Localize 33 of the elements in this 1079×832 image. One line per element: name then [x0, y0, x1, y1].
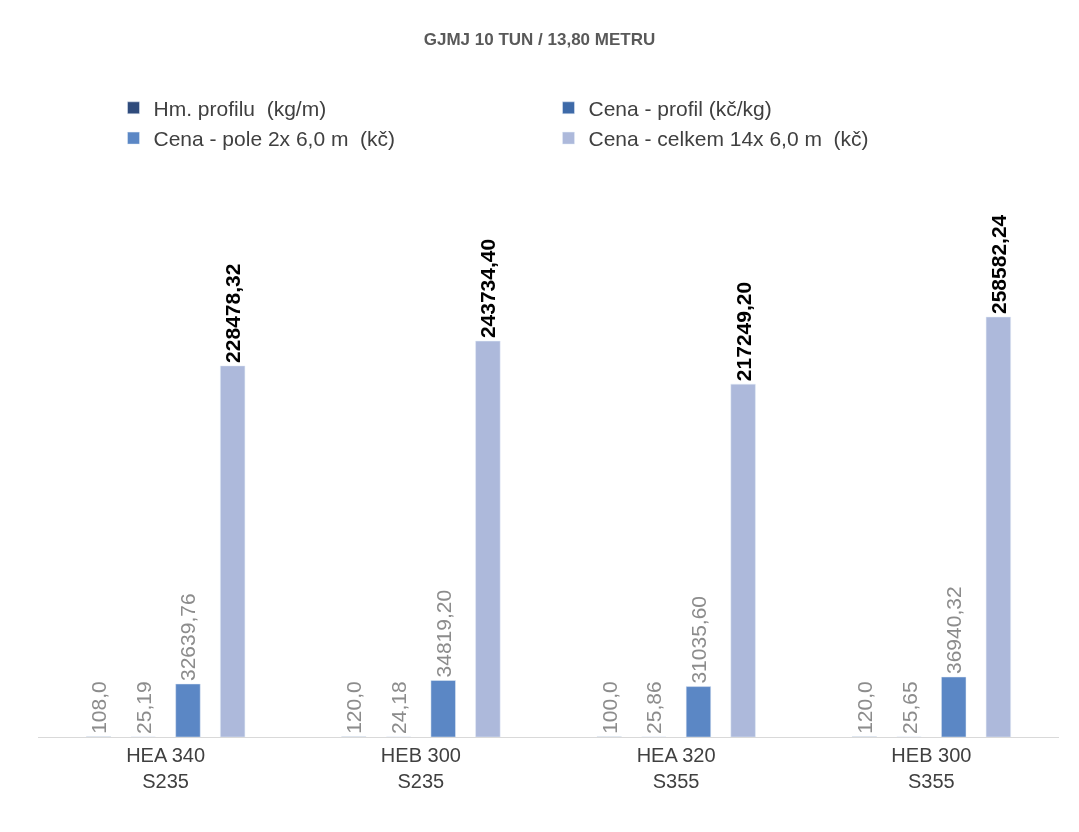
- data-label: 36940,32: [942, 586, 966, 674]
- bar: [730, 383, 756, 737]
- legend-label: Hm. profilu (kg/m): [153, 97, 327, 120]
- bar: [430, 680, 456, 737]
- bar: [220, 365, 246, 737]
- data-label: 100,0: [597, 681, 621, 734]
- bar: [941, 676, 967, 737]
- x-tick-label: HEA 320 S355: [636, 744, 716, 792]
- data-label: 108,0: [87, 681, 111, 734]
- data-label: 25,19: [131, 681, 155, 734]
- data-label: 25,65: [897, 681, 921, 734]
- data-label: 228478,32: [221, 263, 245, 363]
- chart-title: GJMJ 10 TUN / 13,80 METRU: [423, 30, 656, 50]
- data-label: 32639,76: [176, 593, 200, 681]
- bar: [175, 683, 201, 737]
- legend-label: Cena - celkem 14x 6,0 m (kč): [588, 127, 869, 151]
- data-label: 243734,40: [476, 238, 500, 339]
- data-label: 120,0: [852, 681, 876, 734]
- x-tick-label: HEA 340 S235: [126, 744, 206, 792]
- legend-label: Cena - profil (kč/kg): [588, 97, 772, 120]
- legend-label: Cena - pole 2x 6,0 m (kč): [153, 127, 396, 151]
- bar: [475, 340, 501, 737]
- data-label: 120,0: [342, 681, 366, 734]
- data-label: 217249,20: [731, 281, 755, 382]
- data-label: 31035,60: [686, 596, 710, 684]
- data-label: 25,86: [642, 681, 666, 734]
- bar: [685, 686, 711, 737]
- data-label: 34819,20: [431, 589, 455, 678]
- data-label: 258582,24: [986, 214, 1010, 314]
- x-tick-label: HEB 300 S355: [891, 744, 972, 792]
- data-label: 24,18: [387, 681, 411, 734]
- x-tick-label: HEB 300 S235: [380, 744, 461, 792]
- bar: [985, 316, 1011, 737]
